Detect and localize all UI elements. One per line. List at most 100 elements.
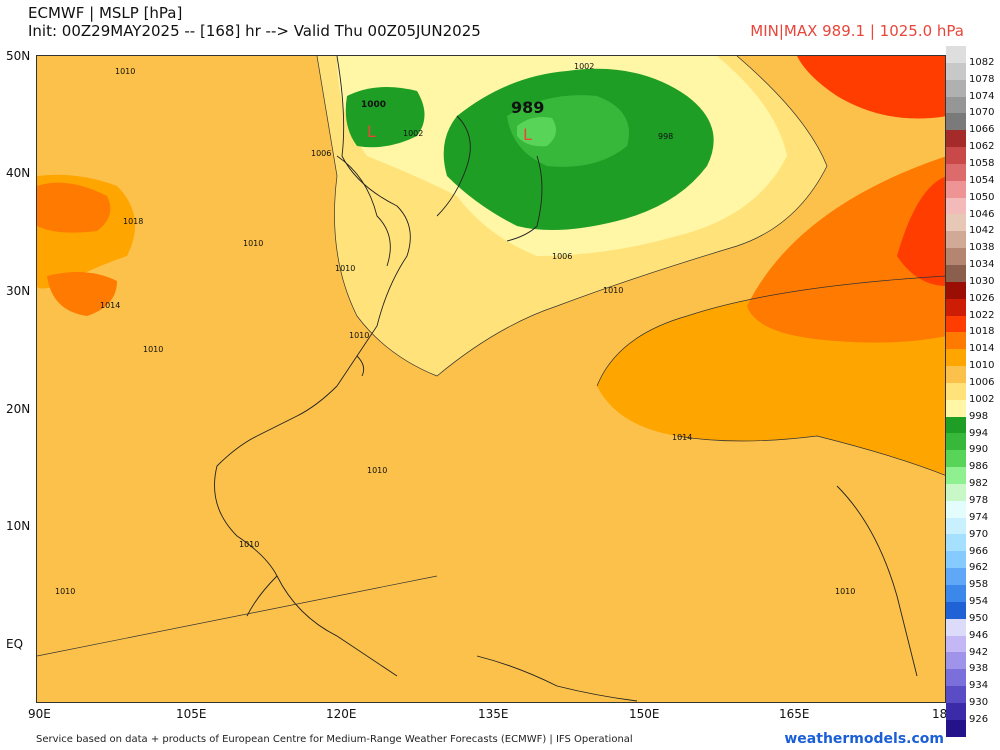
pressure-field: 1010 1010 1006 1018 1014 1010 1010 1010 … bbox=[37, 56, 945, 702]
lon-label: 150E bbox=[629, 707, 660, 721]
colorbar-swatch bbox=[946, 349, 966, 367]
colorbar-label: 986 bbox=[969, 461, 989, 473]
colorbar-swatch bbox=[946, 113, 966, 131]
colorbar-swatch bbox=[946, 500, 966, 518]
colorbar-label: 1022 bbox=[969, 309, 995, 321]
colorbar-label: 1014 bbox=[969, 343, 995, 355]
colorbar-swatch bbox=[946, 618, 966, 636]
colorbar-label: 942 bbox=[969, 646, 989, 658]
lon-label: 165E bbox=[779, 707, 810, 721]
colorbar-label: 930 bbox=[969, 697, 989, 709]
colorbar-swatch bbox=[946, 298, 966, 316]
colorbar-swatch bbox=[946, 551, 966, 569]
colorbar-label: 994 bbox=[969, 427, 989, 439]
colorbar-swatch bbox=[946, 686, 966, 703]
pressure-colorbar bbox=[946, 46, 966, 737]
high-1022-north bbox=[797, 56, 945, 119]
high-1018 bbox=[747, 156, 945, 343]
colorbar-swatch bbox=[946, 46, 966, 63]
colorbar-swatch bbox=[946, 416, 966, 434]
colorbar-swatch bbox=[946, 366, 966, 383]
lat-label: 40N bbox=[6, 166, 31, 180]
isobar-label: 1010 bbox=[603, 286, 623, 295]
brand-link[interactable]: weathermodels.com bbox=[784, 731, 944, 747]
colorbar-label: 1078 bbox=[969, 73, 995, 85]
isobar-label: 1018 bbox=[123, 217, 143, 226]
isobar-label: 1006 bbox=[552, 252, 572, 261]
lon-label: 90E bbox=[28, 707, 51, 721]
colorbar-label: 958 bbox=[969, 579, 989, 591]
colorbar-swatch bbox=[946, 281, 966, 299]
colorbar-label: 998 bbox=[969, 410, 989, 422]
colorbar-swatch bbox=[946, 248, 966, 265]
low-990 bbox=[517, 117, 556, 147]
colorbar-swatch bbox=[946, 197, 966, 215]
low-west-symbol: L bbox=[367, 122, 376, 141]
map-title: ECMWF | MSLP [hPa] bbox=[28, 4, 183, 22]
isobar-label: 1010 bbox=[239, 540, 259, 549]
colorbar-label: 934 bbox=[969, 680, 989, 692]
colorbar-label: 978 bbox=[969, 494, 989, 506]
colorbar-swatch bbox=[946, 467, 966, 484]
colorbar-swatch bbox=[946, 719, 966, 737]
colorbar-swatch bbox=[946, 702, 966, 720]
colorbar-label: 1058 bbox=[969, 157, 995, 169]
isobar-label: 1010 bbox=[115, 67, 135, 76]
colorbar-swatch bbox=[946, 635, 966, 653]
colorbar-swatch bbox=[946, 231, 966, 249]
colorbar-swatch bbox=[946, 180, 966, 198]
isobar-label: 1002 bbox=[403, 129, 423, 138]
low-center-symbol: L bbox=[523, 125, 532, 144]
colorbar-label: 1042 bbox=[969, 225, 995, 237]
colorbar-swatch bbox=[946, 130, 966, 148]
low-west-value: 1000 bbox=[361, 100, 386, 110]
highland-1018 bbox=[37, 182, 111, 233]
colorbar-label: 954 bbox=[969, 596, 989, 608]
colorbar-swatch bbox=[946, 652, 966, 670]
colorbar-swatch bbox=[946, 163, 966, 181]
isobar-label: 1010 bbox=[367, 466, 387, 475]
colorbar-label: 1082 bbox=[969, 56, 995, 68]
isobar-value-labels: 1010 1010 1006 1018 1014 1010 1010 1010 … bbox=[55, 62, 855, 596]
colorbar-label: 1030 bbox=[969, 275, 995, 287]
colorbar-label: 962 bbox=[969, 562, 989, 574]
lat-label: 20N bbox=[6, 402, 31, 416]
colorbar-swatch bbox=[946, 585, 966, 602]
highland-1018-b bbox=[47, 272, 117, 316]
colorbar-label: 946 bbox=[969, 629, 989, 641]
low-998-west bbox=[345, 87, 425, 148]
colorbar-label: 966 bbox=[969, 545, 989, 557]
isobar-label: 1010 bbox=[349, 331, 369, 340]
colorbar-swatch bbox=[946, 601, 966, 619]
isobar-label: 1010 bbox=[55, 587, 75, 596]
isobar-label: 1010 bbox=[143, 345, 163, 354]
colorbar-label: 1074 bbox=[969, 90, 995, 102]
credit-footer: Service based on data + products of Euro… bbox=[36, 734, 633, 745]
lon-label: 135E bbox=[478, 707, 509, 721]
isobar-label: 1014 bbox=[100, 301, 120, 310]
isobar-label: 998 bbox=[658, 132, 673, 141]
colorbar-swatch bbox=[946, 450, 966, 468]
lon-label: 18 bbox=[932, 707, 948, 721]
isobar-label: 1010 bbox=[243, 239, 263, 248]
colorbar-label: 982 bbox=[969, 478, 989, 490]
colorbar-swatch bbox=[946, 214, 966, 232]
colorbar-swatch bbox=[946, 315, 966, 333]
colorbar-label: 1066 bbox=[969, 124, 995, 136]
colorbar-swatch bbox=[946, 534, 966, 552]
lon-label: 120E bbox=[326, 707, 357, 721]
isobar-label: 1010 bbox=[335, 264, 355, 273]
colorbar-swatch bbox=[946, 382, 966, 400]
colorbar-label: 1010 bbox=[969, 360, 995, 372]
colorbar-label: 1038 bbox=[969, 242, 995, 254]
isobar-label: 1014 bbox=[672, 433, 692, 442]
colorbar-swatch bbox=[946, 96, 966, 114]
colorbar-label: 1018 bbox=[969, 326, 995, 338]
colorbar-label: 1070 bbox=[969, 107, 995, 119]
high-1022-south bbox=[897, 176, 945, 286]
colorbar-label: 990 bbox=[969, 444, 989, 456]
colorbar-label: 1050 bbox=[969, 191, 995, 203]
colorbar-label: 1002 bbox=[969, 393, 995, 405]
isobar-label: 1006 bbox=[311, 149, 331, 158]
colorbar-label: 1046 bbox=[969, 208, 995, 220]
